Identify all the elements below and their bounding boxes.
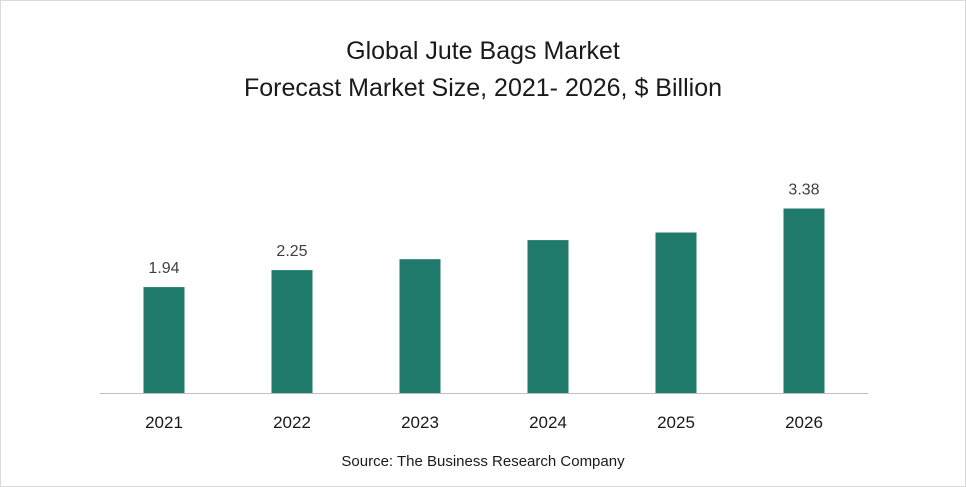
data-label-2022: 2.25 [276, 243, 307, 260]
bar-2024 [527, 240, 569, 393]
x-tick-label-2024: 2024 [529, 413, 567, 432]
chart-title: Global Jute Bags Market [346, 37, 620, 65]
x-tick-label-2025: 2025 [657, 413, 695, 432]
source-note: Source: The Business Research Company [341, 453, 625, 470]
x-tick-labels: 2021 2022 2023 2024 2025 2026 [145, 413, 823, 432]
data-label-2021: 1.94 [148, 260, 179, 277]
bar-2021 [143, 287, 185, 393]
x-tick-label-2026: 2026 [785, 413, 823, 432]
data-labels: 1.94 2.25 3.38 [148, 182, 819, 278]
bar-2026 [783, 208, 825, 393]
x-tick-label-2021: 2021 [145, 413, 183, 432]
bar-2025 [655, 232, 697, 393]
x-tick-label-2022: 2022 [273, 413, 311, 432]
bar-2023 [399, 259, 441, 393]
bar-2022 [271, 270, 313, 393]
bars-group [143, 208, 825, 393]
x-tick-label-2023: 2023 [401, 413, 439, 432]
data-label-2026: 3.38 [788, 182, 819, 199]
chart-subtitle: Forecast Market Size, 2021- 2026, $ Bill… [243, 74, 722, 102]
